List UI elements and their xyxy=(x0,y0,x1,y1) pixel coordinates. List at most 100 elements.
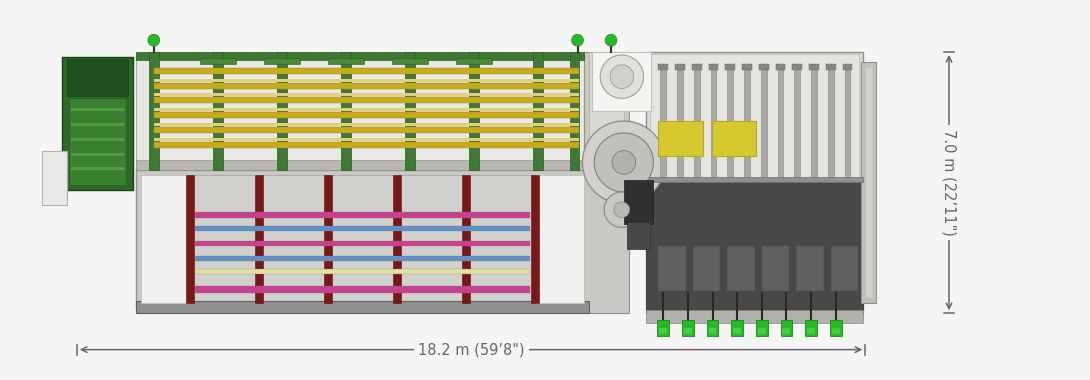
Bar xyxy=(657,320,669,336)
Bar xyxy=(154,82,580,89)
Bar xyxy=(692,64,702,70)
Text: 7.0 m (22’11"): 7.0 m (22’11") xyxy=(942,129,957,236)
Bar xyxy=(827,67,834,180)
Bar xyxy=(405,52,415,170)
Bar xyxy=(658,121,703,155)
Bar xyxy=(759,64,768,70)
Polygon shape xyxy=(611,150,635,174)
Bar xyxy=(154,127,580,133)
Circle shape xyxy=(148,34,160,46)
Bar xyxy=(731,320,743,336)
Polygon shape xyxy=(594,133,653,192)
Bar xyxy=(755,320,767,336)
Bar xyxy=(658,64,668,70)
Bar xyxy=(661,67,666,180)
Bar xyxy=(264,58,300,64)
Bar xyxy=(651,54,859,180)
Bar xyxy=(136,54,584,170)
Bar xyxy=(777,67,784,180)
Bar xyxy=(195,212,530,218)
Bar xyxy=(584,52,629,313)
Bar xyxy=(677,67,683,180)
Bar xyxy=(744,67,750,180)
Bar xyxy=(780,320,792,336)
Bar xyxy=(43,150,68,205)
Bar xyxy=(154,68,580,74)
Bar xyxy=(195,226,530,231)
Bar xyxy=(797,246,824,290)
Bar xyxy=(195,241,530,246)
Bar xyxy=(154,97,580,103)
Bar xyxy=(341,52,351,170)
Bar xyxy=(627,222,651,249)
Bar xyxy=(136,301,590,313)
Bar xyxy=(141,175,191,303)
Bar xyxy=(776,64,786,70)
Bar xyxy=(708,328,716,334)
Bar xyxy=(694,67,700,180)
Bar xyxy=(136,52,584,60)
Bar xyxy=(829,320,841,336)
Bar xyxy=(154,79,580,82)
Bar xyxy=(811,67,818,180)
Bar xyxy=(213,52,222,170)
Bar xyxy=(136,160,584,170)
Bar xyxy=(71,152,124,155)
Bar xyxy=(712,121,755,155)
Circle shape xyxy=(571,34,583,46)
Bar xyxy=(328,58,364,64)
Bar xyxy=(136,170,590,308)
Polygon shape xyxy=(610,65,633,89)
Bar xyxy=(457,58,492,64)
Bar xyxy=(71,138,124,141)
Bar xyxy=(154,142,580,147)
Bar xyxy=(795,67,800,180)
Bar xyxy=(255,175,263,303)
Bar xyxy=(533,52,543,170)
Bar xyxy=(727,67,734,180)
Bar xyxy=(277,52,287,170)
Bar xyxy=(570,52,580,170)
Bar xyxy=(592,52,652,111)
Bar xyxy=(762,246,789,290)
Bar xyxy=(758,328,766,334)
Bar xyxy=(693,246,720,290)
Polygon shape xyxy=(582,121,665,204)
Bar xyxy=(659,328,667,334)
Polygon shape xyxy=(614,202,630,218)
Bar xyxy=(783,328,790,334)
Bar xyxy=(646,52,863,313)
Bar xyxy=(861,62,876,303)
Bar xyxy=(71,108,124,111)
Bar xyxy=(809,64,819,70)
Bar xyxy=(792,64,802,70)
Bar xyxy=(826,64,836,70)
Bar xyxy=(727,246,755,290)
Bar xyxy=(734,328,741,334)
Bar xyxy=(590,52,623,180)
Circle shape xyxy=(605,34,617,46)
Bar xyxy=(682,320,694,336)
Bar xyxy=(186,175,194,303)
Bar xyxy=(531,175,540,303)
Polygon shape xyxy=(604,192,640,228)
Bar xyxy=(149,52,159,170)
Bar xyxy=(845,67,850,180)
Bar xyxy=(742,64,752,70)
Bar xyxy=(195,286,530,293)
Bar xyxy=(393,175,401,303)
Bar xyxy=(154,112,580,118)
Bar xyxy=(68,59,129,97)
Bar xyxy=(195,256,530,261)
Bar xyxy=(711,67,716,180)
Bar xyxy=(843,64,852,70)
Bar xyxy=(141,175,584,303)
Polygon shape xyxy=(601,55,643,98)
Bar xyxy=(69,98,126,185)
Bar xyxy=(807,328,815,334)
Bar xyxy=(195,269,530,274)
Bar xyxy=(154,138,580,141)
Bar xyxy=(201,58,235,64)
Bar xyxy=(324,175,332,303)
Bar xyxy=(675,64,685,70)
